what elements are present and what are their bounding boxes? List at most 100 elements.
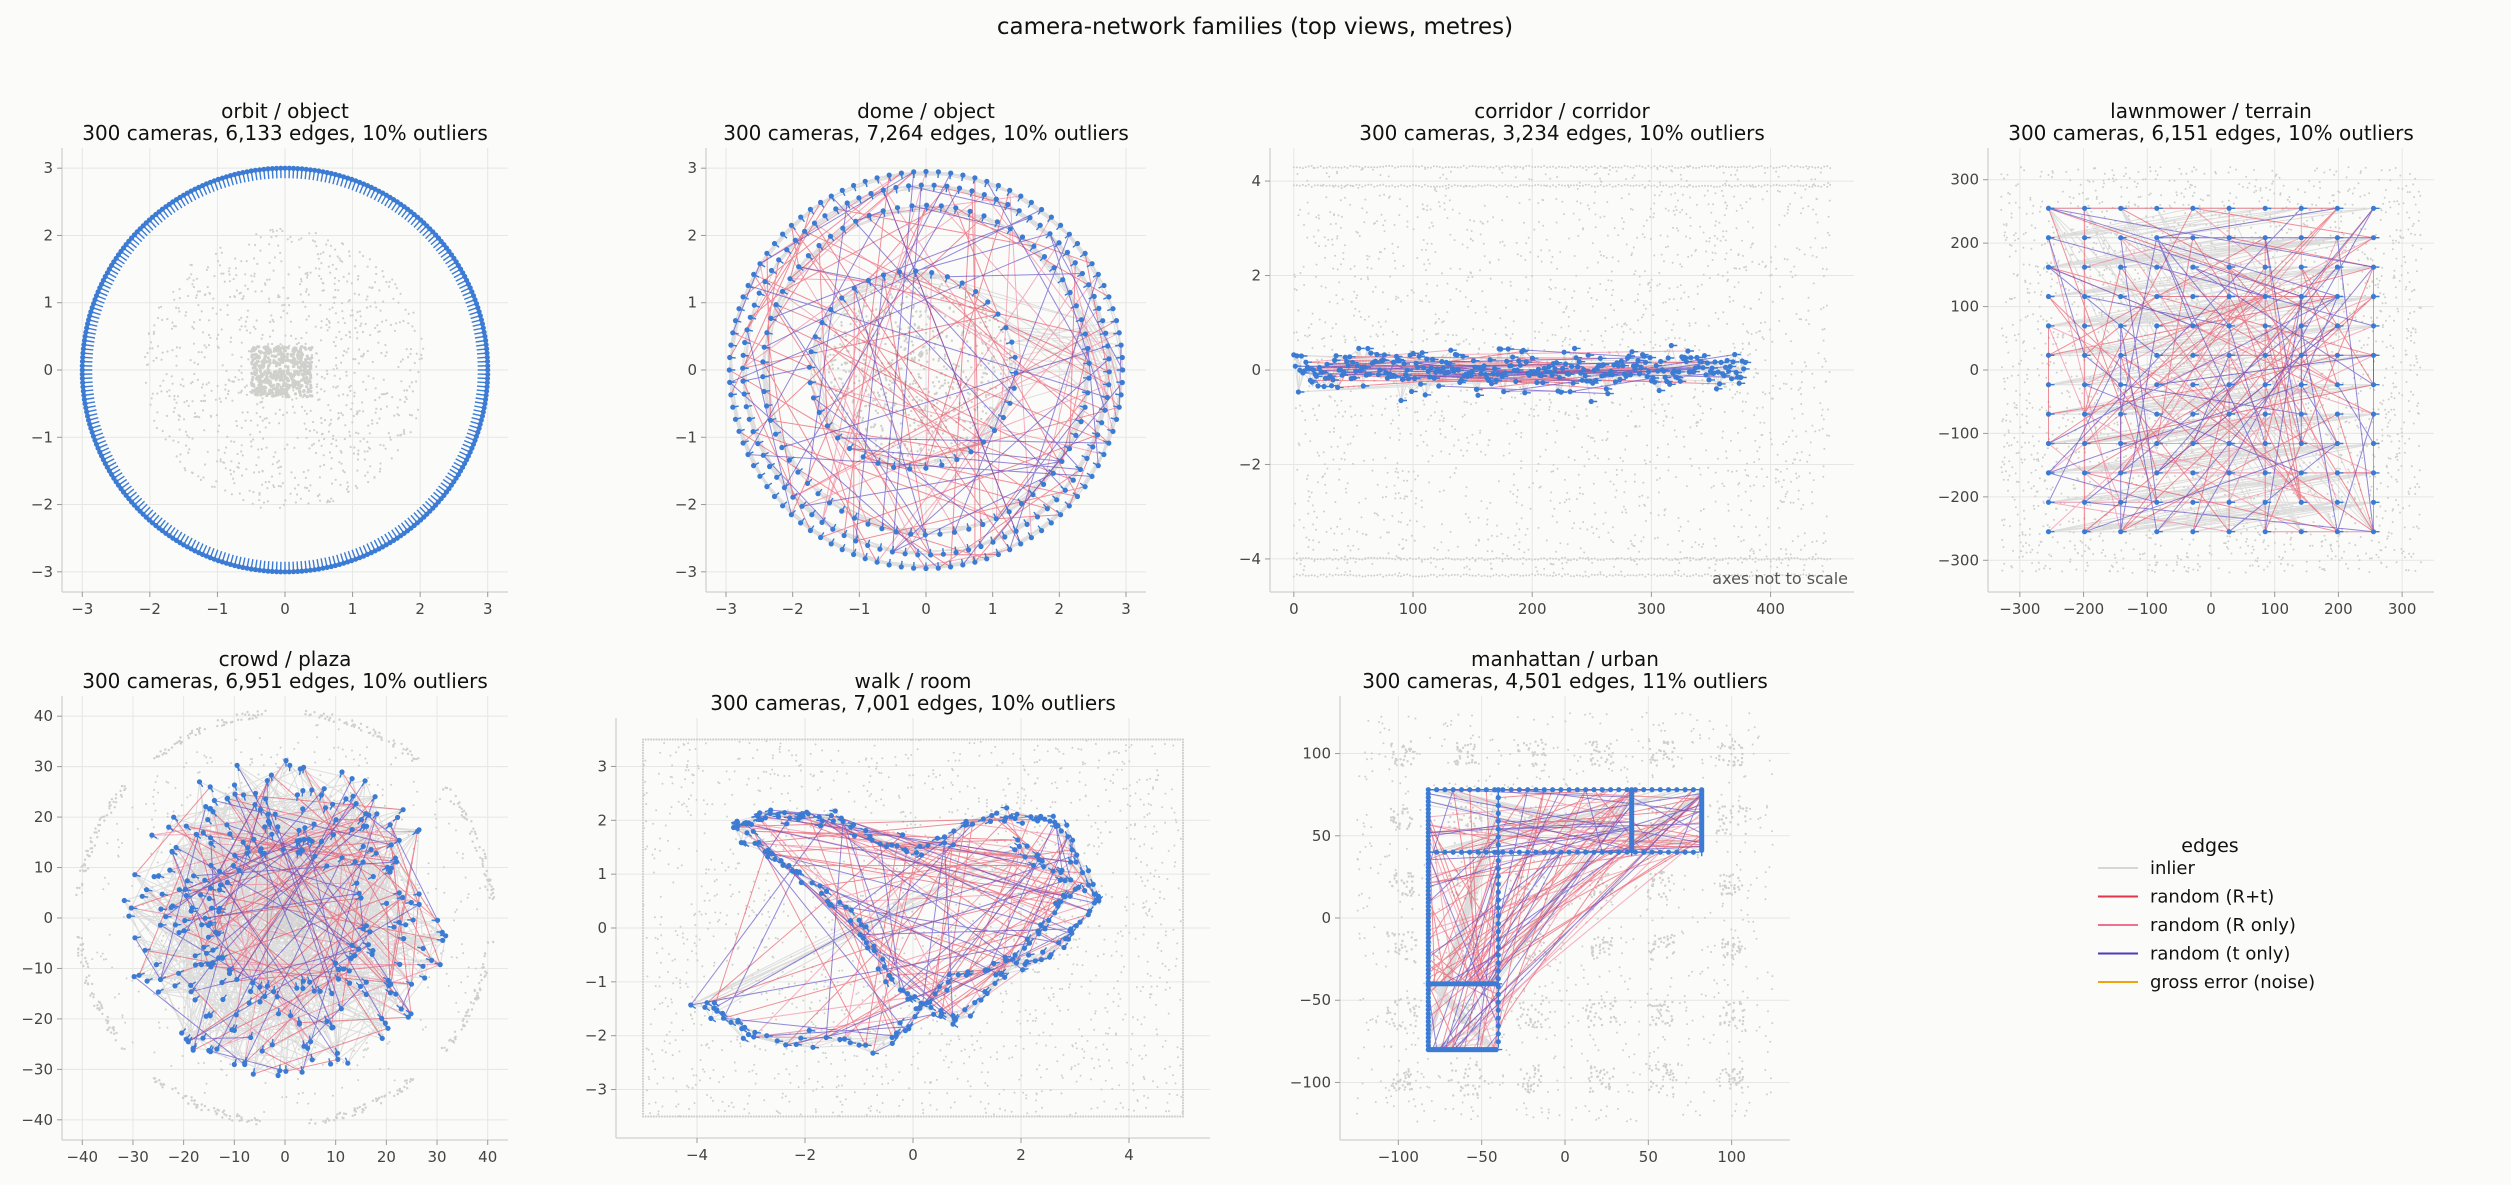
legend-title: edges xyxy=(2181,835,2238,857)
x-tick-label: 0 xyxy=(1560,1148,1570,1166)
y-tick-label: 100 xyxy=(1950,298,1979,316)
x-tick-label: −2 xyxy=(794,1146,816,1164)
plot-area xyxy=(1356,711,1774,1123)
y-tick-label: −300 xyxy=(1938,551,1979,569)
y-tick-label: 0 xyxy=(1321,909,1331,927)
figure-title: camera-network families (top views, metr… xyxy=(997,14,1513,40)
x-tick-label: −1 xyxy=(848,600,870,618)
x-tick-label: −2 xyxy=(139,600,161,618)
y-tick-label: 50 xyxy=(1312,827,1331,845)
x-tick-label: −40 xyxy=(66,1148,98,1166)
y-tick-label: −1 xyxy=(31,428,53,446)
x-tick-label: 100 xyxy=(1399,600,1428,618)
legend-label: random (t only) xyxy=(2150,944,2290,965)
y-tick-label: −10 xyxy=(21,959,53,977)
x-tick-label: −1 xyxy=(206,600,228,618)
x-tick-label: 100 xyxy=(1717,1148,1746,1166)
x-tick-label: 200 xyxy=(2324,600,2353,618)
y-tick-label: 3 xyxy=(687,159,697,177)
camera-markers xyxy=(688,805,1102,1056)
y-tick-label: 300 xyxy=(1950,171,1979,189)
legend-entry: gross error (noise) xyxy=(2098,972,2315,993)
x-tick-label: 300 xyxy=(2388,600,2417,618)
y-tick-label: 3 xyxy=(597,757,607,775)
legend-items: inlier random (R+t) random (R only) random … xyxy=(2098,858,2315,993)
y-tick-label: 1 xyxy=(687,294,697,312)
y-tick-label: −2 xyxy=(31,496,53,514)
x-tick-label: 2 xyxy=(1016,1146,1026,1164)
panel-title: manhattan / urban xyxy=(1471,647,1659,671)
y-tick-label: 4 xyxy=(1251,172,1261,190)
camera-markers xyxy=(1425,787,1705,1053)
plot-area xyxy=(2000,166,2423,574)
panel-title: crowd / plaza xyxy=(219,647,352,671)
x-tick-label: −200 xyxy=(2063,600,2104,618)
y-tick-label: 0 xyxy=(597,919,607,937)
legend-entry: inlier xyxy=(2098,858,2195,879)
x-tick-label: 1 xyxy=(988,600,998,618)
x-tick-label: −100 xyxy=(2127,600,2168,618)
y-tick-label: 2 xyxy=(1251,267,1261,285)
y-tick-label: 30 xyxy=(34,758,53,776)
plot-area xyxy=(79,165,491,575)
x-tick-label: 0 xyxy=(280,600,290,618)
y-tick-label: −40 xyxy=(21,1111,53,1129)
panel-subtitle: 300 cameras, 6,133 edges, 10% outliers xyxy=(82,121,488,145)
x-tick-label: −300 xyxy=(1999,600,2040,618)
x-tick-label: −2 xyxy=(782,600,804,618)
y-tick-label: −1 xyxy=(675,428,697,446)
x-tick-label: 3 xyxy=(1121,600,1131,618)
x-tick-label: 2 xyxy=(1055,600,1065,618)
camera-headings xyxy=(82,168,488,572)
y-tick-label: −100 xyxy=(1290,1073,1331,1091)
y-tick-label: 2 xyxy=(687,226,697,244)
x-tick-label: 0 xyxy=(1289,600,1299,618)
y-tick-label: −50 xyxy=(1299,991,1331,1009)
y-tick-label: −3 xyxy=(585,1081,607,1099)
y-tick-label: 0 xyxy=(1251,361,1261,379)
x-tick-label: 300 xyxy=(1637,600,1666,618)
panel-title: lawnmower / terrain xyxy=(2110,99,2312,123)
x-tick-label: 40 xyxy=(478,1148,497,1166)
x-tick-label: 50 xyxy=(1639,1148,1658,1166)
y-tick-label: −20 xyxy=(21,1010,53,1028)
legend-entry: random (t only) xyxy=(2098,944,2290,965)
y-tick-label: −3 xyxy=(675,563,697,581)
x-tick-label: 2 xyxy=(415,600,425,618)
legend-label: random (R only) xyxy=(2150,915,2296,936)
y-tick-label: −2 xyxy=(1239,455,1261,473)
x-tick-label: −3 xyxy=(715,600,737,618)
y-tick-label: 20 xyxy=(34,808,53,826)
panel-title: walk / room xyxy=(855,669,972,693)
y-tick-label: −100 xyxy=(1938,424,1979,442)
y-tick-label: 2 xyxy=(43,226,53,244)
panel-subtitle: 300 cameras, 4,501 edges, 11% outliers xyxy=(1362,669,1768,693)
plot-area xyxy=(75,709,496,1126)
y-tick-label: −3 xyxy=(31,563,53,581)
panel-subtitle: 300 cameras, 7,001 edges, 10% outliers xyxy=(710,691,1116,715)
legend-entry: random (R only) xyxy=(2098,915,2296,936)
y-tick-label: −2 xyxy=(585,1027,607,1045)
y-tick-label: 0 xyxy=(43,909,53,927)
y-tick-label: 40 xyxy=(34,707,53,725)
plot-area xyxy=(641,738,1185,1118)
legend-label: gross error (noise) xyxy=(2150,972,2315,993)
random-r-edges xyxy=(733,807,1099,1048)
x-tick-label: −50 xyxy=(1466,1148,1498,1166)
scene-points xyxy=(144,227,425,509)
panel-subtitle: 300 cameras, 3,234 edges, 10% outliers xyxy=(1359,121,1765,145)
panel-subtitle: 300 cameras, 6,951 edges, 10% outliers xyxy=(82,669,488,693)
random-t-edges xyxy=(690,809,1097,1054)
plot-area xyxy=(1291,164,1832,578)
x-tick-label: 1 xyxy=(348,600,358,618)
edges-legend: edges inlier random (R+t) random (R only) r… xyxy=(2098,835,2315,993)
plot-area xyxy=(726,168,1126,572)
